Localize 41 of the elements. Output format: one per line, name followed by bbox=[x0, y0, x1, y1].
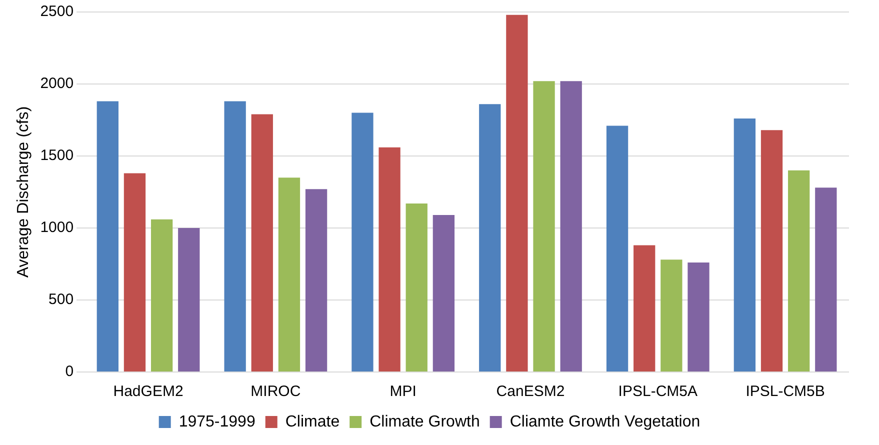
x-tick-label: MPI bbox=[390, 383, 416, 400]
bar bbox=[124, 173, 146, 372]
bar bbox=[479, 104, 501, 372]
legend-label: Climate Growth bbox=[370, 413, 480, 430]
bar bbox=[352, 112, 374, 372]
bar bbox=[660, 260, 682, 372]
bar bbox=[224, 101, 246, 372]
bar bbox=[406, 204, 428, 372]
bar bbox=[788, 170, 810, 372]
y-tick-label: 1500 bbox=[40, 147, 74, 164]
bar bbox=[305, 189, 328, 372]
bar bbox=[815, 188, 837, 372]
y-tick-label: 1000 bbox=[40, 219, 74, 236]
bar bbox=[178, 228, 200, 372]
legend-label: 1975-1999 bbox=[178, 413, 256, 430]
bar bbox=[432, 215, 455, 372]
legend-label: Climate bbox=[285, 413, 340, 430]
bar bbox=[251, 114, 273, 372]
y-tick-label: 2000 bbox=[40, 75, 74, 92]
x-tick-label: MIROC bbox=[250, 383, 301, 400]
bar bbox=[560, 81, 582, 372]
bar bbox=[506, 14, 528, 372]
bar bbox=[734, 118, 756, 372]
y-tick-label: 0 bbox=[65, 363, 74, 380]
x-tick-label: IPSL-CM5B bbox=[746, 383, 825, 400]
bar bbox=[278, 178, 300, 372]
bar bbox=[634, 245, 656, 372]
y-tick-label: 500 bbox=[48, 291, 74, 308]
x-tick-label: HadGEM2 bbox=[113, 383, 184, 400]
bar bbox=[150, 219, 173, 372]
x-tick-label: IPSL-CM5A bbox=[618, 383, 698, 400]
bar bbox=[688, 262, 710, 372]
y-axis-title: Average Discharge (cfs) bbox=[15, 106, 32, 278]
x-tick-label: CanESM2 bbox=[496, 383, 565, 400]
bar bbox=[760, 130, 783, 372]
bar bbox=[533, 81, 555, 372]
legend-label: Cliamte Growth Vegetation bbox=[510, 413, 700, 430]
y-tick-label: 2500 bbox=[40, 3, 74, 20]
bar bbox=[96, 101, 118, 372]
bar bbox=[606, 126, 628, 372]
bar bbox=[378, 147, 400, 372]
